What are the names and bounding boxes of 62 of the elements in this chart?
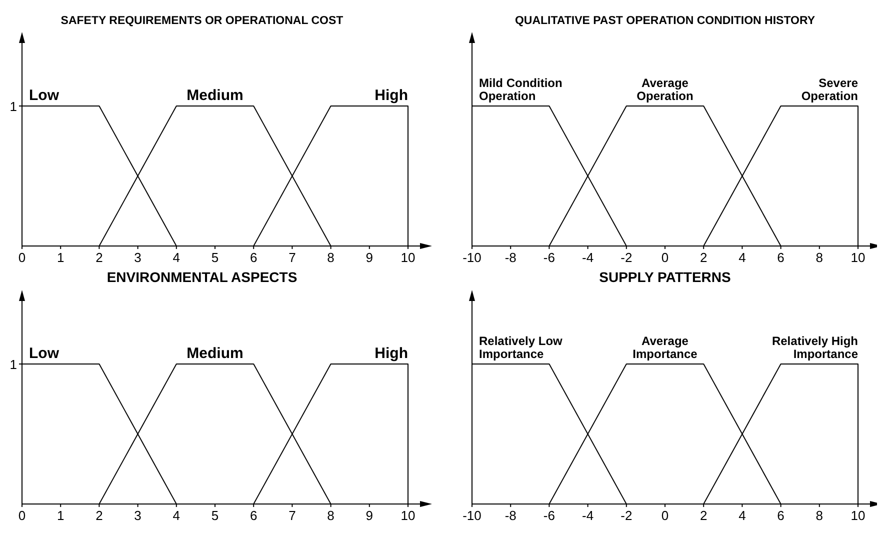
x-tick-label: 0 [661, 508, 669, 523]
x-tick-label: 2 [96, 508, 103, 523]
x-tick-label: 8 [816, 250, 824, 265]
x-tick-label: 0 [661, 250, 669, 265]
series-label: Medium [186, 87, 244, 104]
x-tick-label: 9 [366, 250, 374, 265]
x-tick-label: 6 [250, 508, 258, 523]
x-tick-label: 8 [816, 508, 824, 523]
x-tick-label: 5 [211, 508, 219, 523]
x-tick-label: 1 [56, 250, 64, 265]
chart-title: QUALITATIVE PAST OPERATION CONDITION HISTORY [514, 15, 816, 27]
x-tick-label: -10 [462, 508, 482, 523]
x-tick-label: 4 [172, 508, 180, 523]
x-tick-label: 10 [400, 508, 416, 523]
series-label: High [374, 345, 408, 362]
x-tick-label: 2 [700, 250, 708, 265]
x-tick-label: 2 [700, 508, 708, 523]
series-label: Relatively High Importance [772, 334, 858, 361]
x-tick-label: 8 [327, 508, 334, 523]
x-tick-label: -8 [504, 250, 516, 265]
series-label: Severe Operation [801, 76, 858, 103]
series-label: Relatively Low Importance [479, 334, 564, 361]
x-tick-label: 7 [288, 250, 296, 265]
x-tick-label: 4 [738, 508, 746, 523]
x-tick-label: 6 [250, 250, 258, 265]
x-tick-label: 6 [777, 508, 784, 523]
x-tick-label: -6 [543, 508, 555, 523]
text: 1 [10, 99, 17, 114]
x-tick-label: 2 [96, 250, 103, 265]
x-tick-label: 0 [18, 508, 26, 523]
chart-title: SAFETY REQUIREMENTS OR OPERATIONAL COST [60, 15, 344, 27]
chart-title: ENVIRONMENTAL ASPECTS [106, 269, 298, 285]
x-tick-label: 5 [211, 250, 219, 265]
series-label: Mild Condition Operation [479, 76, 562, 103]
x-tick-label: 7 [288, 508, 296, 523]
x-tick-label: 0 [18, 250, 26, 265]
x-tick-label: -8 [504, 508, 516, 523]
chart-title: SUPPLY PATTERNS [599, 269, 731, 285]
legend-label: Low [29, 345, 60, 362]
series-label: High [374, 87, 408, 104]
x-tick-label: 4 [172, 250, 180, 265]
x-tick-label: 10 [850, 508, 866, 523]
series-label: Average Operation [636, 76, 694, 103]
x-tick-label: 6 [777, 250, 784, 265]
x-tick-label: -10 [462, 250, 482, 265]
x-tick-label: 3 [134, 508, 142, 523]
x-tick-label: 4 [738, 250, 746, 265]
x-tick-label: 3 [134, 250, 142, 265]
x-tick-label: 8 [327, 250, 334, 265]
x-tick-label: -4 [582, 250, 594, 265]
series-label: Medium [186, 345, 244, 362]
x-tick-label: -6 [543, 250, 555, 265]
x-tick-label: 10 [400, 250, 416, 265]
series-label: Average Importance [632, 334, 698, 361]
x-tick-label: 10 [850, 250, 866, 265]
text: 1 [10, 357, 17, 372]
x-tick-label: -2 [620, 508, 632, 523]
legend-label: Low [29, 87, 60, 104]
x-tick-label: -4 [582, 508, 594, 523]
x-tick-label: -2 [620, 250, 632, 265]
x-tick-label: 9 [366, 508, 374, 523]
x-tick-label: 1 [56, 508, 64, 523]
